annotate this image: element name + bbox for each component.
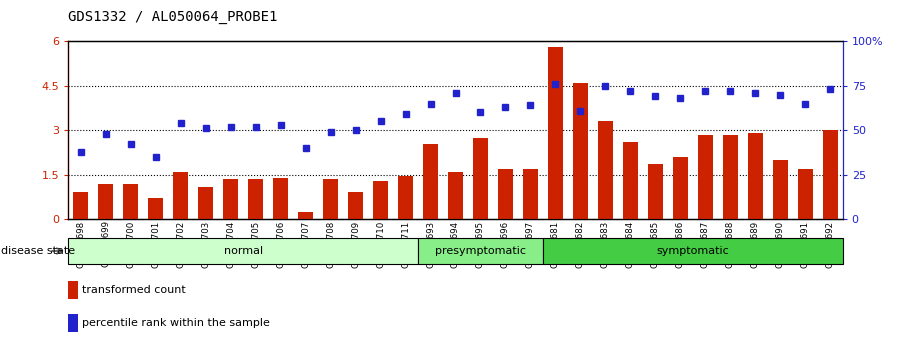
Bar [298,212,313,219]
Bar [673,157,688,219]
Text: symptomatic: symptomatic [657,246,729,256]
Bar [98,184,113,219]
Text: GDS1332 / AL050064_PROBE1: GDS1332 / AL050064_PROBE1 [68,10,278,24]
Bar [543,238,843,264]
Bar [173,172,189,219]
Bar [123,184,138,219]
Bar [68,281,77,299]
Text: disease state: disease state [1,246,75,256]
Bar [823,130,838,219]
Bar [748,133,763,219]
Bar [323,179,338,219]
Bar [223,179,238,219]
Bar [423,144,438,219]
Bar [598,121,613,219]
Bar [498,169,513,219]
Bar [448,172,463,219]
Text: normal: normal [223,246,262,256]
Bar [573,83,588,219]
Bar [698,135,712,219]
Bar [798,169,813,219]
Bar [418,238,543,264]
Bar [273,178,288,219]
Bar [722,135,738,219]
Bar [199,187,213,219]
Bar [73,193,88,219]
Bar [68,238,418,264]
Bar [348,193,363,219]
Bar [398,176,413,219]
Text: percentile rank within the sample: percentile rank within the sample [82,318,270,328]
Text: transformed count: transformed count [82,285,186,295]
Bar [473,138,488,219]
Bar [523,169,537,219]
Bar [68,314,77,332]
Bar [548,47,563,219]
Bar [148,198,163,219]
Bar [374,180,388,219]
Bar [648,164,663,219]
Bar [248,179,263,219]
Bar [623,142,638,219]
Bar [773,160,788,219]
Text: presymptomatic: presymptomatic [435,246,526,256]
